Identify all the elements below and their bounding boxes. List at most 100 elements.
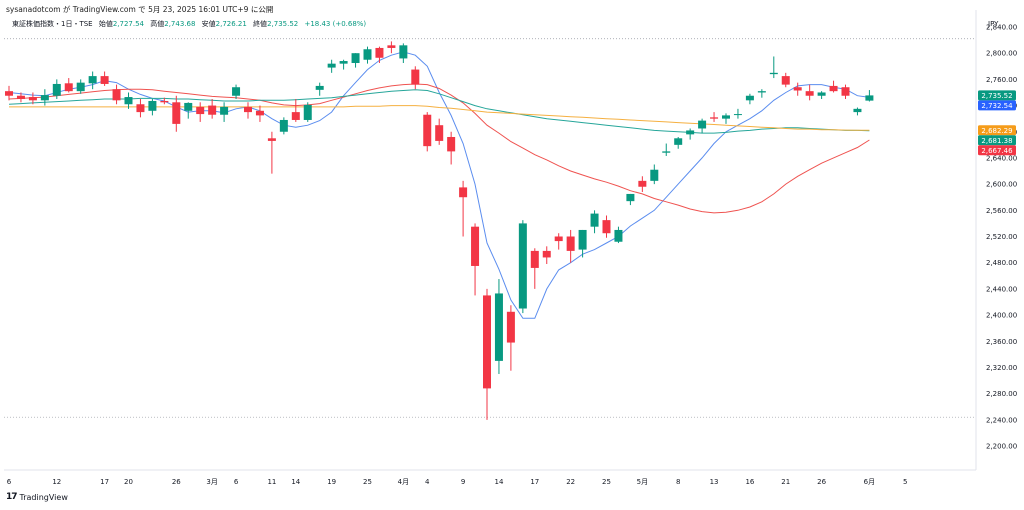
price-tag-text: 2,667.46 <box>981 147 1013 155</box>
candle <box>805 84 814 101</box>
candle <box>196 102 205 122</box>
candle-body <box>255 110 264 116</box>
candle <box>363 46 372 64</box>
y-tick-label: 2,440.00 <box>986 285 1017 293</box>
candle <box>100 71 109 86</box>
price-tag-bg <box>978 100 1016 111</box>
candle-body <box>136 104 145 113</box>
candle-body <box>184 102 193 111</box>
x-tick-label: 11 <box>267 478 276 486</box>
x-tick-label: 9 <box>461 478 465 486</box>
candle-body <box>423 114 432 147</box>
high-label: 高値 <box>150 20 165 28</box>
candle <box>638 176 647 192</box>
candle <box>518 220 527 314</box>
candle-body <box>542 250 551 258</box>
candle <box>853 107 862 116</box>
candle <box>411 66 420 90</box>
candle <box>733 108 742 119</box>
x-tick-label: 4月 <box>398 478 409 486</box>
candle <box>148 99 157 116</box>
x-tick-label: 14 <box>494 478 503 486</box>
candle-body <box>757 91 766 93</box>
candle <box>542 246 551 264</box>
candle <box>76 79 85 94</box>
candle-body <box>5 91 13 96</box>
candle-body <box>267 138 276 141</box>
close-label: 終値 <box>253 20 268 28</box>
candle-body <box>435 125 444 141</box>
candle <box>208 99 217 119</box>
candle <box>279 117 288 135</box>
candle-body <box>853 108 862 113</box>
publish-attribution: sysanadotcom が TradingView.com で 5月 23, … <box>6 5 274 14</box>
candle <box>745 93 754 105</box>
candle-body <box>339 61 348 64</box>
candle <box>5 85 13 101</box>
brand-name: TradingView <box>19 492 68 502</box>
candle-body <box>674 138 683 145</box>
candle-body <box>447 136 456 152</box>
candle <box>530 248 539 289</box>
candle-body <box>805 91 814 96</box>
candle <box>614 226 623 244</box>
candle <box>781 72 790 88</box>
candle <box>722 113 730 124</box>
candle <box>423 112 432 152</box>
candle-body <box>291 112 300 120</box>
price-tag: 2,681.38 <box>978 135 1016 146</box>
x-tick-label: 6 <box>234 478 239 486</box>
candle-body <box>232 87 241 96</box>
candle-body <box>64 83 73 92</box>
price-tag-bg <box>978 135 1016 146</box>
ohlc-legend: 東証株価指数・1日・TSE 始値2,727.54 高値2,743.68 安値2,… <box>12 19 366 29</box>
x-tick-label: 19 <box>327 478 336 486</box>
symbol-title[interactable]: 東証株価指数・1日・TSE <box>12 20 93 28</box>
candle-body <box>471 226 480 266</box>
y-tick-label: 2,520.00 <box>986 233 1017 241</box>
candle <box>244 102 252 119</box>
candle-body <box>650 169 659 181</box>
candle-body <box>387 45 396 48</box>
tradingview-logo-icon: 17 <box>6 492 17 502</box>
price-tag: 2,682.29 <box>978 125 1016 136</box>
candle-body <box>172 102 181 124</box>
candle-body <box>578 229 587 250</box>
candle-body <box>220 106 229 115</box>
candle <box>698 118 707 134</box>
candle-body <box>483 295 491 389</box>
y-tick-label: 2,320.00 <box>986 364 1017 372</box>
candle-body <box>626 193 635 202</box>
candle <box>459 180 468 237</box>
candle-body <box>698 120 707 129</box>
candle-body <box>40 95 49 101</box>
candle-body <box>518 223 527 309</box>
candle <box>255 105 264 122</box>
x-tick-label: 4 <box>425 478 430 486</box>
y-tick-label: 2,200.00 <box>986 443 1017 451</box>
candle-body <box>327 63 336 68</box>
change-value: +18.43 (+0.68%) <box>304 20 367 28</box>
ma-line-ma5 <box>8 51 870 319</box>
candle <box>267 131 276 174</box>
candle <box>554 233 563 250</box>
candle-body <box>865 95 874 101</box>
candle <box>829 80 838 93</box>
x-tick-label: 5 <box>903 478 907 486</box>
candle-body <box>841 87 850 96</box>
y-tick-label: 2,360.00 <box>986 338 1017 346</box>
x-tick-label: 26 <box>817 478 826 486</box>
price-tag: 2,735.52 <box>978 90 1016 101</box>
candle <box>232 84 241 100</box>
candle-body <box>52 83 61 96</box>
candle-body <box>375 47 384 58</box>
candle <box>435 118 444 145</box>
candle <box>566 229 575 263</box>
x-tick-label: 25 <box>602 478 611 486</box>
candle <box>303 102 312 122</box>
close-value: 2,735.52 <box>267 20 299 28</box>
candle-body <box>303 104 312 120</box>
x-tick-label: 8 <box>676 478 680 486</box>
